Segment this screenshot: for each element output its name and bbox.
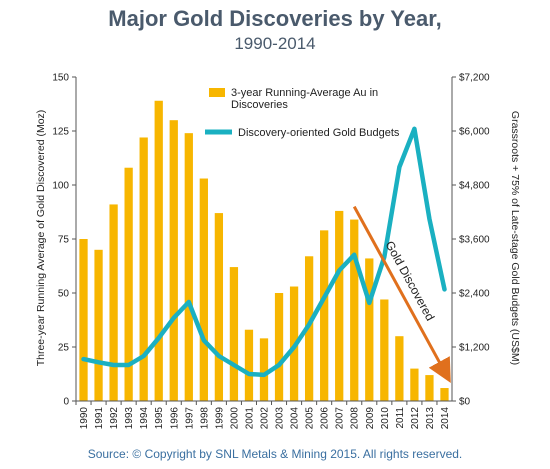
x-tick-label: 2002 — [260, 407, 271, 430]
x-tick-label: 1995 — [154, 407, 165, 430]
bar-1991 — [94, 249, 103, 401]
x-tick-label: 2013 — [425, 407, 436, 430]
x-tick-label: 2010 — [380, 407, 391, 430]
y-left-tick-label: 100 — [52, 181, 69, 192]
y-axis-right-title: Grassroots + 75% of Late-stage Gold Budg… — [509, 111, 521, 365]
bar-2008 — [350, 219, 359, 401]
y-left-tick-label: 125 — [52, 127, 69, 138]
x-tick-label: 2008 — [350, 407, 361, 430]
bar-series — [79, 100, 449, 402]
legend-bar-swatch — [209, 88, 225, 97]
bar-1996 — [169, 120, 178, 401]
legend-bar-label-line2: Discoveries — [231, 99, 288, 111]
y-right-tick-label: $1,200 — [459, 343, 490, 354]
x-tick-label: 2014 — [440, 407, 451, 430]
bar-2001 — [244, 329, 254, 401]
line-series-layer — [81, 126, 447, 378]
y-right-tick-label: $0 — [459, 397, 471, 408]
y-left-tick-label: 150 — [52, 73, 69, 84]
bar-1999 — [214, 213, 224, 401]
x-tick-label: 2000 — [229, 407, 240, 430]
bar-1994 — [139, 137, 148, 402]
bar-2009 — [365, 258, 374, 401]
y-left-tick-label: 50 — [58, 289, 70, 300]
axes: 0 25 50 75 100 125 150 $0 $1,200 $2,400 $3,600 $4,8… — [52, 73, 490, 430]
y-left-tick-label: 75 — [58, 235, 70, 246]
bar-1995 — [154, 100, 163, 401]
x-tick-label: 1991 — [94, 407, 105, 430]
x-tick-label: 1993 — [124, 407, 135, 430]
chart-title: Major Gold Discoveries by Year, — [108, 6, 442, 31]
x-tick-label: 2007 — [335, 407, 346, 430]
x-tick-label: 1992 — [109, 407, 120, 430]
x-tick-label: 1994 — [139, 407, 150, 430]
bar-2011 — [395, 336, 404, 401]
bar-1992 — [109, 204, 118, 401]
y-right-tick-label: $7,200 — [459, 73, 490, 84]
bar-2010 — [380, 299, 389, 401]
y-left-tick-label: 0 — [63, 397, 69, 408]
bar-1997 — [184, 133, 193, 401]
bar-1998 — [199, 178, 208, 401]
y-right-tick-label: $6,000 — [459, 127, 490, 138]
y-right-tick-label: $4,800 — [459, 181, 490, 192]
x-tick-label: 2001 — [245, 407, 256, 430]
x-tick-label: 2006 — [320, 407, 331, 430]
bar-2014 — [440, 388, 449, 401]
bar-2005 — [304, 256, 314, 401]
x-tick-label: 1998 — [199, 407, 210, 430]
bar-2000 — [229, 267, 239, 401]
bar-2012 — [410, 368, 419, 401]
x-tick-label: 2011 — [395, 407, 406, 429]
bar-1993 — [124, 167, 133, 401]
bar-2002 — [259, 338, 269, 401]
x-tick-label: 1997 — [184, 407, 195, 430]
x-tick-label: 2012 — [410, 407, 421, 430]
x-tick-label: 1990 — [79, 407, 90, 430]
source-footer: Source: © Copyright by SNL Metals & Mini… — [87, 447, 463, 461]
gold-discovered-arrow — [352, 205, 451, 383]
chart-subtitle: 1990-2014 — [234, 34, 316, 53]
x-tick-label: 2009 — [365, 407, 376, 430]
x-tick-label: 2003 — [275, 407, 286, 430]
legend: 3-year Running-Average Au in Discoveries… — [205, 87, 400, 139]
y-right-tick-label: $2,400 — [459, 289, 490, 300]
x-tick-label: 1996 — [169, 407, 180, 430]
y-left-tick-label: 25 — [58, 343, 70, 354]
y-right-tick-label: $3,600 — [459, 235, 490, 246]
bar-2013 — [425, 375, 434, 401]
legend-bar-label-line1: 3-year Running-Average Au in — [231, 87, 378, 99]
x-tick-label: 2005 — [305, 407, 316, 430]
legend-line-label: Discovery-oriented Gold Budgets — [238, 127, 400, 139]
y-axis-left-title: Three-year Running Average of Gold Disco… — [35, 110, 47, 367]
bar-2007 — [335, 210, 344, 401]
x-tick-label: 2004 — [290, 407, 301, 430]
bar-2003 — [274, 293, 284, 401]
bar-1990 — [79, 239, 88, 401]
bar-2006 — [320, 230, 329, 401]
x-tick-label: 1999 — [214, 407, 225, 430]
budget-line — [81, 126, 447, 378]
